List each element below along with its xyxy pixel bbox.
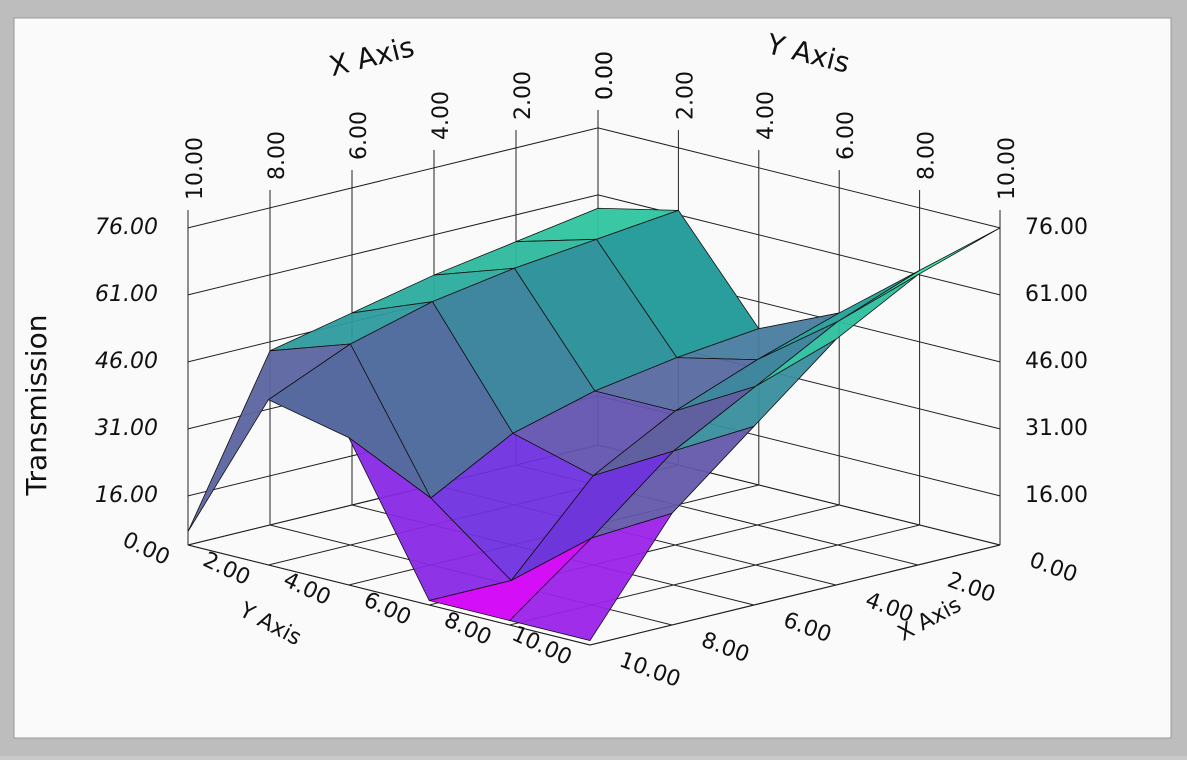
z-tick-label: 16.00 [1025, 483, 1088, 508]
y-tick-label: 10.00 [995, 137, 1020, 200]
z-tick-label: 46.00 [1025, 349, 1088, 374]
z-grid-line [187, 194, 599, 296]
z-axis-title: Transmission [20, 315, 53, 497]
z-grid-line [187, 127, 599, 229]
x-tick-label: 4.00 [429, 91, 454, 140]
y-tick-label: 8.00 [915, 131, 940, 180]
z-tick-label: 31.00 [95, 416, 158, 441]
z-tick-label: 76.00 [95, 215, 158, 240]
surface-patch [508, 512, 673, 641]
z-tick-label: 16.00 [95, 483, 158, 508]
y-tick-label: 4.00 [754, 91, 779, 140]
z-tick-label: 31.00 [1025, 416, 1088, 441]
z-grid-line [597, 127, 1001, 229]
x-tick-label: 10.00 [183, 137, 208, 200]
x-tick-label: 2.00 [511, 71, 536, 120]
x-tick-label: 0.00 [593, 51, 618, 100]
z-tick-label: 46.00 [95, 349, 158, 374]
z-tick-label: 61.00 [1025, 282, 1088, 307]
x-grid-line [187, 544, 591, 646]
y-grid-line [589, 544, 1001, 646]
y-tick-label: 0.00 [593, 51, 618, 100]
z-tick-label: 61.00 [95, 282, 158, 307]
z-tick-label: 76.00 [1025, 215, 1088, 240]
y-tick-label: 6.00 [834, 111, 859, 160]
x-tick-label: 8.00 [265, 131, 290, 180]
y-tick-label: 2.00 [673, 71, 698, 120]
x-tick-label: 6.00 [347, 111, 372, 160]
